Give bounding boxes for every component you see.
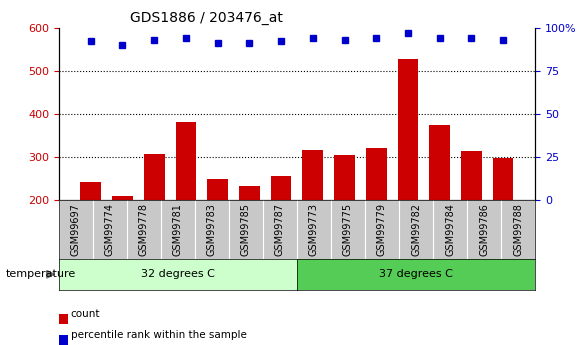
Bar: [81, 182, 101, 200]
Text: GSM99778: GSM99778: [139, 203, 149, 256]
Bar: [334, 155, 355, 200]
Text: GSM99785: GSM99785: [241, 203, 251, 256]
Text: GSM99773: GSM99773: [309, 203, 319, 256]
Bar: [461, 150, 482, 200]
Bar: [112, 196, 133, 200]
Text: 32 degrees C: 32 degrees C: [141, 269, 215, 279]
Text: GSM99783: GSM99783: [207, 203, 217, 256]
Text: temperature: temperature: [6, 269, 76, 279]
Bar: [144, 154, 165, 200]
Bar: [397, 59, 418, 200]
Text: GSM99784: GSM99784: [445, 203, 455, 256]
Text: GSM99787: GSM99787: [275, 203, 285, 256]
Text: GSM99781: GSM99781: [173, 203, 183, 256]
Bar: [366, 148, 386, 200]
Bar: [208, 179, 228, 200]
Text: GDS1886 / 203476_at: GDS1886 / 203476_at: [131, 11, 283, 25]
Bar: [239, 186, 260, 200]
Text: GSM99788: GSM99788: [513, 203, 523, 256]
Text: GSM99782: GSM99782: [411, 203, 421, 256]
Text: GSM99779: GSM99779: [377, 203, 387, 256]
Text: GSM99774: GSM99774: [105, 203, 115, 256]
Text: GSM99775: GSM99775: [343, 203, 353, 256]
Text: GSM99786: GSM99786: [479, 203, 489, 256]
Bar: [493, 158, 513, 200]
Text: percentile rank within the sample: percentile rank within the sample: [71, 330, 246, 339]
Bar: [429, 125, 450, 200]
Bar: [302, 150, 323, 200]
Text: GSM99697: GSM99697: [71, 203, 81, 256]
Text: count: count: [71, 309, 100, 319]
Bar: [270, 176, 292, 200]
Bar: [176, 122, 196, 200]
Text: 37 degrees C: 37 degrees C: [379, 269, 453, 279]
